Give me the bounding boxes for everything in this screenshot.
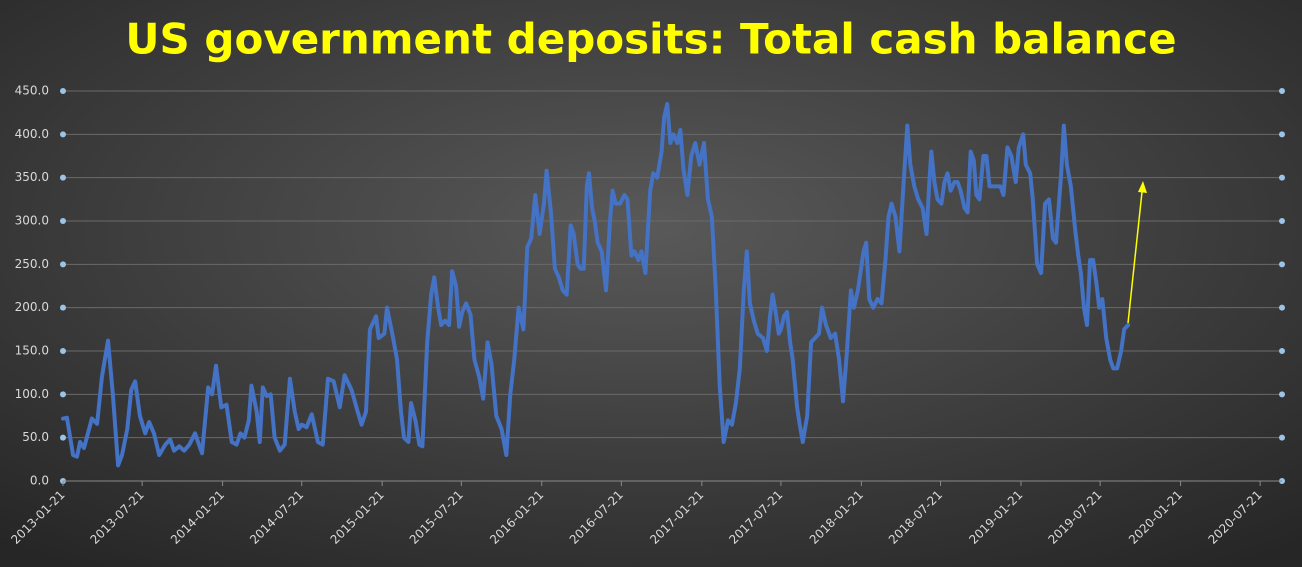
y-tick-dot	[1279, 391, 1285, 398]
y-tick-label: 150.0	[15, 344, 49, 358]
y-tick-dot	[1279, 434, 1285, 441]
y-tick-dot	[60, 131, 66, 138]
y-tick-dot	[60, 261, 66, 268]
y-tick-dot	[1279, 88, 1285, 94]
y-tick-dot	[60, 218, 66, 224]
y-tick-dot	[1279, 174, 1285, 181]
y-tick-label: 250.0	[15, 257, 49, 271]
y-tick-dot	[60, 304, 66, 311]
y-tick-label: 0.0	[30, 474, 49, 488]
y-tick-label: 450.0	[15, 84, 49, 98]
y-tick-dot	[1279, 348, 1285, 354]
plot	[61, 102, 1131, 468]
y-tick-dot	[1279, 218, 1285, 224]
y-tick-dot	[60, 348, 66, 354]
annotation-arrow	[1127, 191, 1143, 324]
y-tick-label: 400.0	[15, 127, 49, 141]
y-tick-dot	[60, 174, 66, 181]
y-tick-dot	[1279, 131, 1285, 138]
arrow-head	[1138, 181, 1147, 193]
y-tick-dot	[1279, 261, 1285, 268]
y-tick-dot	[60, 88, 66, 94]
y-tick-label: 50.0	[22, 430, 49, 444]
y-tick-dot	[1279, 304, 1285, 311]
data-line	[61, 102, 1131, 468]
chart-title: US government deposits: Total cash balan…	[125, 15, 1176, 64]
y-tick-label: 300.0	[15, 214, 49, 228]
y-tick-label: 200.0	[15, 300, 49, 314]
y-tick-label: 350.0	[15, 170, 49, 184]
y-tick-dot	[60, 434, 66, 441]
y-tick-dot	[60, 391, 66, 398]
y-tick-label: 100.0	[15, 387, 49, 401]
